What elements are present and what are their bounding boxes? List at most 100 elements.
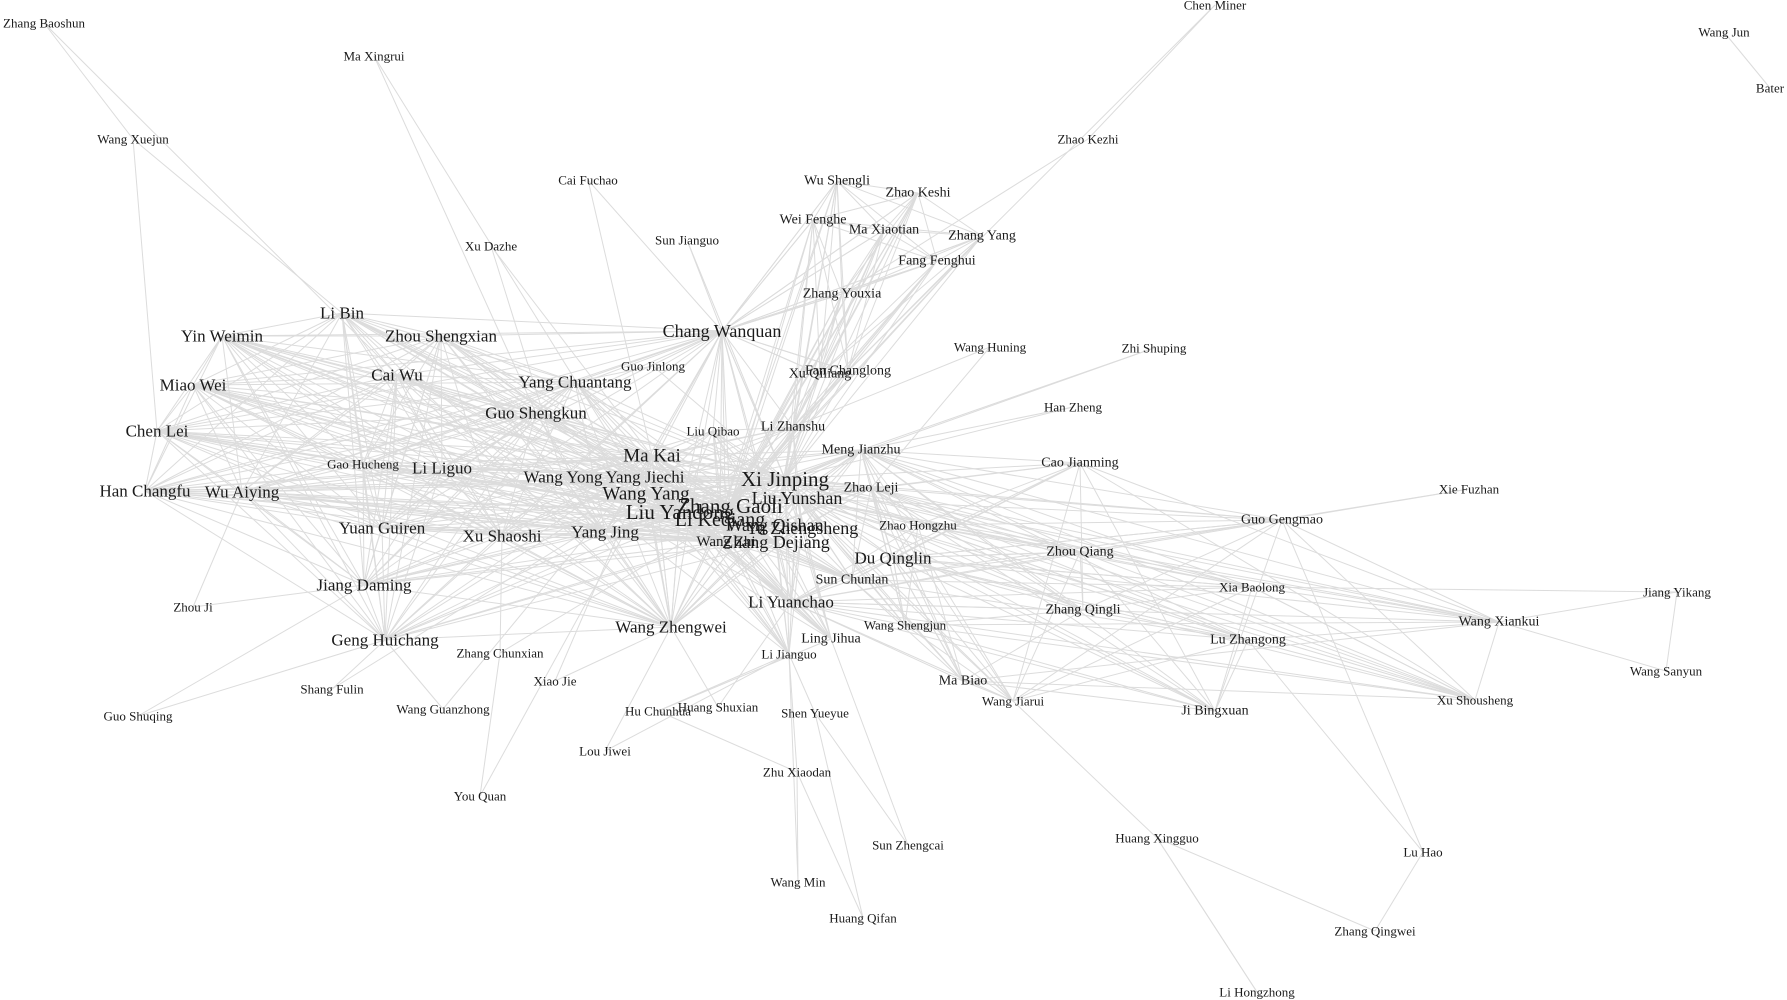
edge	[962, 680, 1216, 712]
edge	[657, 710, 798, 773]
edge	[144, 412, 537, 492]
edge	[1281, 519, 1476, 701]
edge	[440, 335, 606, 533]
edge	[156, 430, 503, 537]
edge	[792, 229, 885, 428]
edge	[384, 478, 786, 641]
edge	[341, 312, 786, 480]
edge	[362, 463, 564, 478]
edge	[725, 541, 790, 655]
node-label-wang-zhi: Wang Zhi	[696, 534, 755, 550]
node-label-zhou-shengxian: Zhou Shengxian	[385, 327, 497, 346]
node-label-wei-fenghe: Wei Fenghe	[780, 213, 847, 228]
edge	[721, 229, 885, 332]
edge	[362, 330, 723, 465]
edge	[870, 462, 1081, 489]
edge	[860, 449, 1216, 712]
edge	[1079, 488, 1470, 553]
edge	[819, 235, 983, 375]
edge	[156, 374, 398, 432]
edge	[604, 478, 786, 533]
node-label-shen-yueyue: Shen Yueyue	[781, 706, 849, 721]
edge	[870, 487, 1500, 623]
edge	[651, 330, 723, 457]
node-label-chen-lei: Chen Lei	[126, 422, 189, 441]
edge	[362, 463, 383, 529]
edge	[670, 524, 776, 628]
edge	[729, 505, 790, 655]
node-label-yin-weimin: Yin Weimin	[181, 327, 263, 346]
node-label-geng-huichang: Geng Huichang	[331, 631, 439, 650]
edge	[1156, 837, 1376, 932]
node-label-ma-kai: Ma Kai	[623, 446, 681, 467]
node-label-xu-qiliang: Xu Qiliang	[789, 367, 852, 382]
node-label-guo-jinlong: Guo Jinlong	[621, 359, 685, 374]
node-label-li-keqiang: Li Keqiang	[675, 509, 766, 531]
node-label-chang-wanquan: Chang Wanquan	[663, 321, 782, 341]
edge	[384, 455, 653, 641]
edge	[362, 463, 386, 641]
edge	[784, 478, 1253, 588]
edge	[657, 638, 832, 712]
edge	[1251, 586, 1500, 623]
edge	[670, 511, 681, 628]
edge	[490, 245, 653, 457]
node-label-li-hongzhong: Li Hongzhong	[1219, 985, 1295, 1000]
node-label-wang-jun: Wang Jun	[1698, 25, 1750, 40]
edge	[144, 490, 386, 641]
node-label-li-jianguo: Li Jianguo	[761, 647, 816, 662]
edge	[784, 192, 919, 480]
edge	[221, 335, 503, 537]
edge	[221, 330, 723, 337]
edge	[604, 531, 777, 543]
node-label-guo-shengkun: Guo Shengkun	[485, 404, 587, 423]
edge	[384, 626, 672, 641]
node-label-zhang-gaoli: Zhang Gaoli	[677, 494, 783, 518]
edge	[719, 426, 794, 521]
node-label-cao-jianming: Cao Jianming	[1041, 456, 1118, 471]
edge	[554, 455, 653, 682]
edge	[144, 490, 672, 628]
edge	[870, 487, 1084, 611]
edge	[384, 467, 443, 641]
edge	[144, 490, 681, 513]
edge	[441, 455, 653, 469]
edge	[644, 430, 714, 478]
edge	[562, 476, 672, 628]
edge	[440, 335, 776, 526]
node-label-you-quan: You Quan	[454, 789, 507, 804]
edge	[670, 541, 777, 628]
edge	[847, 4, 1216, 372]
node-label-zhao-kezhi: Zhao Kezhi	[1057, 132, 1118, 147]
edge	[192, 584, 365, 608]
edge	[241, 330, 723, 493]
edge	[812, 219, 885, 231]
edge	[144, 476, 646, 492]
edge	[156, 430, 365, 586]
edge	[1079, 462, 1084, 611]
edge	[156, 430, 383, 529]
edge	[851, 579, 964, 682]
edge	[1723, 31, 1771, 89]
edge	[792, 346, 991, 428]
edge	[796, 497, 1014, 702]
node-label-xi-jinping: Xi Jinping	[741, 467, 830, 491]
edge	[712, 330, 723, 432]
edge	[381, 527, 386, 641]
edge	[721, 293, 843, 332]
edge	[396, 335, 442, 376]
edge	[651, 455, 672, 628]
edge	[362, 463, 365, 586]
edge	[144, 384, 194, 492]
edge	[604, 653, 790, 752]
node-label-jiang-yikang: Jiang Yikang	[1643, 585, 1711, 600]
edge	[860, 449, 1253, 588]
edge	[892, 557, 1476, 701]
edge	[788, 653, 799, 883]
edge	[784, 478, 894, 559]
edge	[384, 412, 537, 641]
node-label-wang-qishan: Wang Qishan	[726, 515, 823, 535]
edge	[192, 384, 777, 543]
